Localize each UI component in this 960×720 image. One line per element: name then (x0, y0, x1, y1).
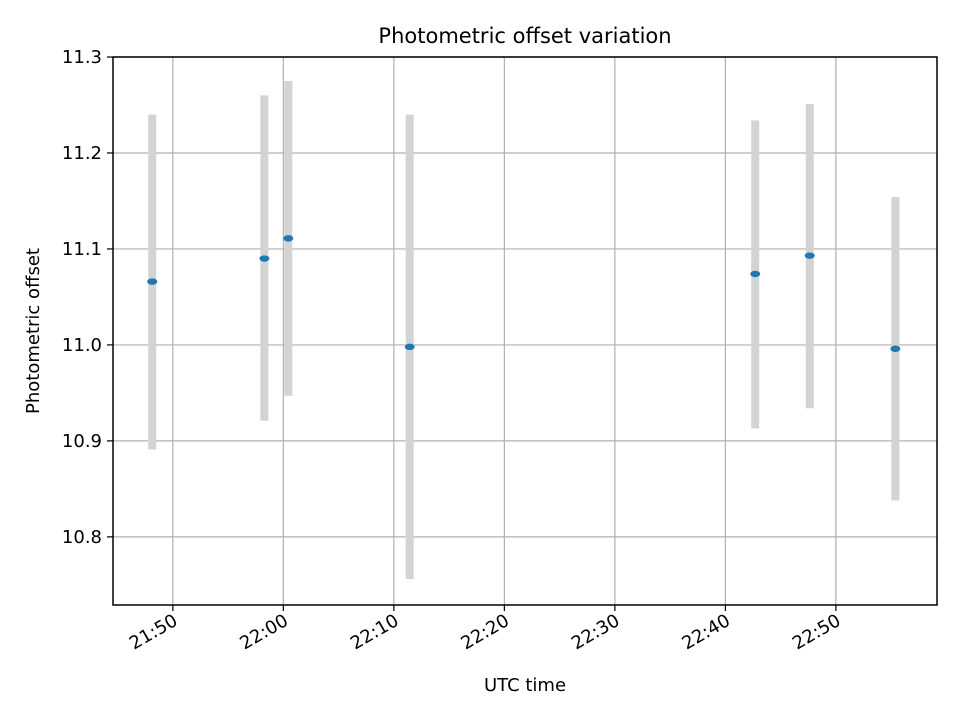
y-axis-title: Photometric offset (23, 248, 44, 414)
y-tick-label: 11.1 (62, 239, 102, 260)
y-tick-label: 10.8 (62, 527, 102, 548)
y-tick-label: 11.0 (62, 335, 102, 356)
x-axis-title: UTC time (484, 675, 566, 696)
data-point (890, 345, 901, 352)
data-point (750, 270, 761, 278)
data-point (147, 278, 158, 285)
y-tick-label: 11.3 (62, 47, 102, 68)
data-point (804, 252, 815, 259)
markers (147, 235, 901, 352)
chart-title: Photometric offset variation (378, 24, 671, 48)
plot-frame (112, 56, 938, 606)
y-tick-label: 11.2 (62, 143, 102, 164)
data-point (283, 235, 294, 242)
data-point (404, 343, 415, 351)
data-point (259, 255, 270, 262)
y-axis: 10.8 10.9 11.0 11.1 11.2 11.3 (62, 47, 113, 548)
y-tick-label: 10.9 (62, 431, 102, 452)
